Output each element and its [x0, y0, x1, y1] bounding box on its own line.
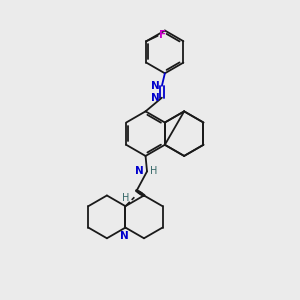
Text: N: N: [151, 93, 160, 103]
Text: N: N: [135, 167, 144, 176]
Text: N: N: [121, 232, 129, 242]
Text: F: F: [159, 30, 167, 40]
Text: H: H: [122, 193, 130, 203]
Text: N: N: [151, 81, 160, 91]
Text: H: H: [150, 167, 157, 176]
